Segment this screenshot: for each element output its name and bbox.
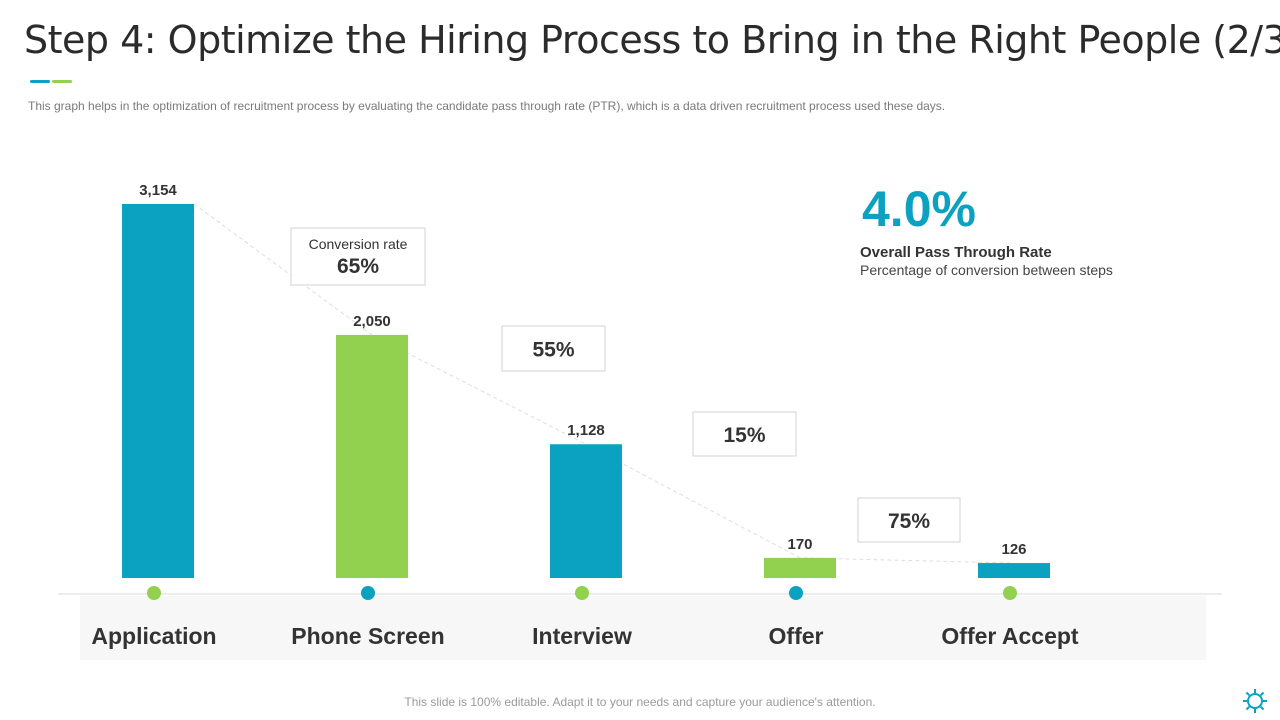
axis-dot	[789, 586, 803, 600]
category-label: Offer Accept	[941, 623, 1079, 649]
bar-value-label: 170	[787, 536, 812, 553]
overall-ptr-value: 4.0%	[862, 181, 976, 237]
accent-line-green	[52, 80, 72, 83]
accent-line-teal	[30, 80, 50, 83]
footer-note: This slide is 100% editable. Adapt it to…	[404, 695, 876, 709]
conversion-rate-label: 75%	[888, 510, 930, 533]
page-title: Step 4: Optimize the Hiring Process to B…	[24, 18, 1280, 62]
category-band	[80, 596, 1206, 660]
conversion-box	[692, 411, 797, 457]
bar-2	[550, 444, 622, 578]
page-subtitle: This graph helps in the optimization of …	[28, 99, 946, 113]
conversion-box	[290, 227, 426, 286]
trend-line	[193, 203, 1015, 564]
axis-dot	[1003, 586, 1017, 600]
bar-value-label: 3,154	[139, 182, 177, 199]
overall-ptr-description: Percentage of conversion between steps	[860, 262, 1113, 278]
overall-ptr-label: Overall Pass Through Rate	[860, 244, 1052, 261]
funnel-bar-chart: 3,154 Application 2,050 Phone Screen 1,128 In…	[58, 182, 1222, 660]
gear-icon	[1243, 689, 1267, 713]
bar-value-label: 1,128	[567, 422, 605, 439]
category-label: Interview	[532, 623, 632, 649]
conversion-rate-label: 15%	[723, 424, 765, 447]
category-label: Application	[91, 623, 216, 649]
bar-value-label: 2,050	[353, 313, 391, 330]
axis-dot	[575, 586, 589, 600]
bar-0	[122, 204, 194, 578]
conversion-box	[501, 325, 606, 372]
conversion-box	[857, 497, 961, 543]
bar-3	[764, 557, 836, 578]
axis-dot	[361, 586, 375, 600]
category-label: Offer	[769, 623, 824, 649]
conversion-rate-label: 65%	[337, 255, 379, 278]
conversion-rate-label: 55%	[532, 339, 574, 362]
bar-1	[336, 334, 408, 578]
conversion-caption: Conversion rate	[309, 236, 408, 252]
axis-dot	[147, 586, 161, 600]
category-label: Phone Screen	[291, 623, 444, 649]
bar-4	[978, 563, 1050, 578]
bar-value-label: 126	[1001, 541, 1026, 558]
